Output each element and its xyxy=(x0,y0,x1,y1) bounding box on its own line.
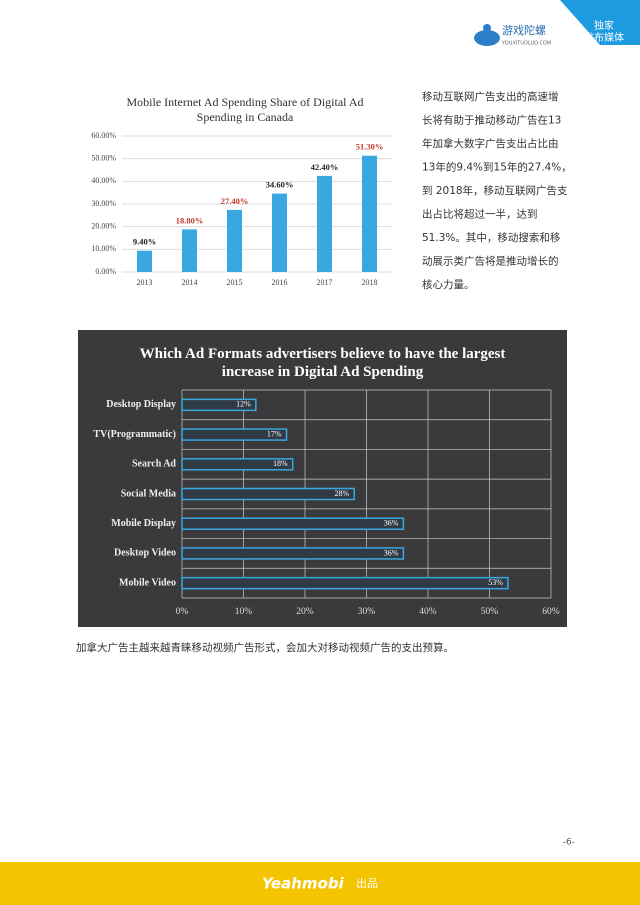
body-text: 动展示类广告将是推动增长的 xyxy=(422,255,559,268)
body-text: 出占比将超过一半，达到 xyxy=(422,208,538,221)
y-tick-label: Desktop Video xyxy=(114,548,176,559)
x-tick-label: 50% xyxy=(481,607,499,617)
x-tick-label: 2016 xyxy=(272,278,288,287)
footer-band xyxy=(0,862,640,905)
x-tick-label: 2015 xyxy=(227,278,243,287)
data-label: 17% xyxy=(267,429,282,438)
caption: 加拿大广告主越来越青睐移动视频广告形式，会加大对移动视频广告的支出预算。 xyxy=(76,641,454,654)
bar xyxy=(181,517,405,530)
footer-brand: Yeahmobi xyxy=(262,875,345,893)
body-text: 13年的9.4%到15年的27.4%， xyxy=(422,161,572,174)
x-tick-label: 40% xyxy=(419,607,437,617)
y-tick-label: TV(Programmatic) xyxy=(93,429,176,440)
y-tick-label: 0.00% xyxy=(95,267,116,276)
body-text: 年加拿大数字广告支出占比由 xyxy=(422,137,559,150)
x-tick-label: 0% xyxy=(176,607,189,617)
data-label: 51.30% xyxy=(356,142,384,152)
header-tab xyxy=(560,0,640,45)
bar xyxy=(362,155,377,272)
bar xyxy=(181,487,355,501)
y-tick-label: Search Ad xyxy=(132,459,176,470)
bar xyxy=(181,576,509,590)
data-label: 12% xyxy=(236,400,251,409)
data-label: 53% xyxy=(488,578,503,587)
x-tick-label: 30% xyxy=(358,607,376,617)
data-label: 34.60% xyxy=(266,180,294,190)
logo-name: 游戏陀螺 xyxy=(502,23,546,37)
data-label: 42.40% xyxy=(311,162,339,172)
data-label: 18.80% xyxy=(176,215,204,225)
bar xyxy=(181,458,294,471)
body-text: 51.3%。其中，移动搜索和移 xyxy=(422,231,561,244)
body-text: 到 2018年，移动互联网广告支 xyxy=(422,184,568,197)
data-label: 18% xyxy=(273,459,288,468)
bar xyxy=(227,209,242,272)
chart-title: Which Ad Formats advertisers believe to … xyxy=(139,346,506,380)
y-tick-label: 60.00% xyxy=(91,131,116,140)
bar xyxy=(137,250,152,272)
y-tick-label: Mobile Display xyxy=(111,518,176,529)
bar xyxy=(182,229,197,272)
data-label: 28% xyxy=(335,489,350,498)
y-tick-label: Mobile Video xyxy=(119,577,176,588)
bar xyxy=(181,398,257,412)
bar xyxy=(181,547,405,560)
x-tick-label: 2013 xyxy=(137,278,153,287)
x-tick-label: 20% xyxy=(296,607,314,617)
data-label: 36% xyxy=(384,548,399,557)
y-tick-label: Social Media xyxy=(121,488,176,499)
data-label: 36% xyxy=(384,519,399,528)
x-tick-label: 2018 xyxy=(362,278,378,287)
data-label: 27.40% xyxy=(221,196,249,206)
bar xyxy=(181,428,288,441)
footer-label: 出品 xyxy=(356,876,378,890)
x-tick-label: 2014 xyxy=(182,278,198,287)
x-tick-label: 10% xyxy=(235,607,253,617)
body-text: 长将有助于推动移动广告在13 xyxy=(422,114,561,127)
y-tick-label: 50.00% xyxy=(91,153,116,162)
tab-text: 发布媒体 xyxy=(584,31,624,44)
chart-title: Mobile Internet Ad Spending Share of Dig… xyxy=(126,95,364,124)
logo-icon xyxy=(474,30,500,46)
y-tick-label: Desktop Display xyxy=(106,399,176,410)
bar xyxy=(272,193,287,272)
y-tick-label: 40.00% xyxy=(91,176,116,185)
body-text: 移动互联网广告支出的高速增 xyxy=(422,90,559,103)
logo-url: YOUXITUOLUO.COM xyxy=(501,41,551,47)
tab-text: 独家 xyxy=(594,19,614,32)
x-tick-label: 2017 xyxy=(317,278,333,287)
body-text: 核心力量。 xyxy=(422,278,475,291)
bar xyxy=(317,175,332,272)
y-tick-label: 20.00% xyxy=(91,221,116,230)
x-tick-label: 60% xyxy=(542,607,560,617)
y-tick-label: 30.00% xyxy=(91,199,116,208)
logo-icon xyxy=(483,24,491,32)
page-number: -6- xyxy=(563,838,575,848)
y-tick-label: 10.00% xyxy=(91,244,116,253)
data-label: 9.40% xyxy=(133,237,156,247)
